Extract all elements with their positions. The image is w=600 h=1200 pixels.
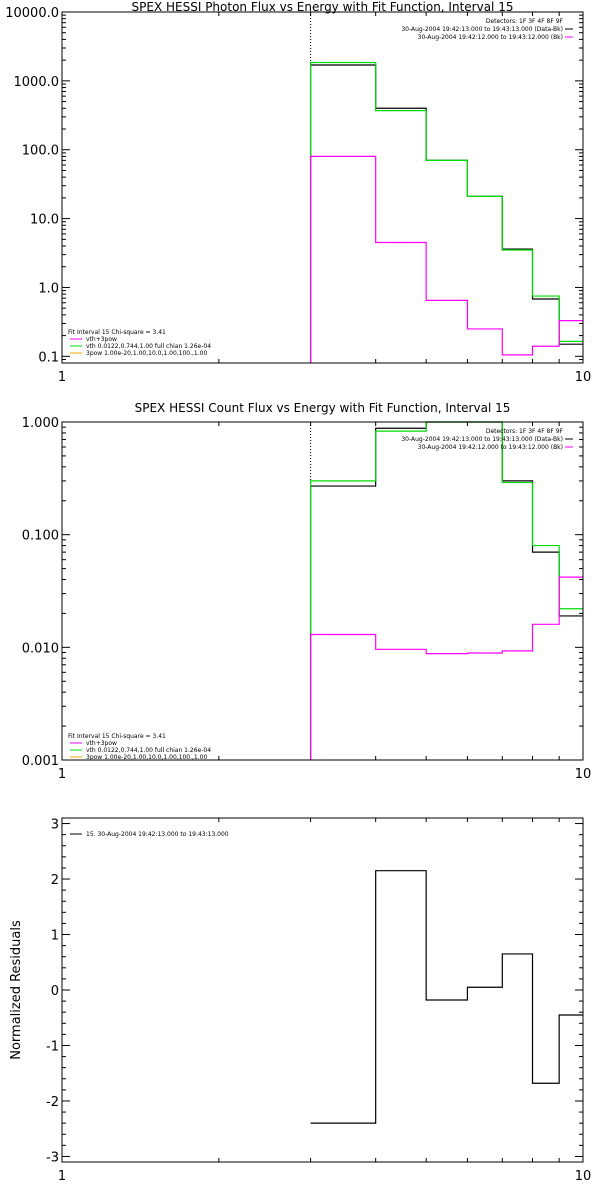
legend-text: vth+3pow bbox=[86, 740, 117, 747]
chart-panel-2: SPEX HESSI Count Flux vs Energy with Fit… bbox=[22, 401, 591, 782]
series-line-1 bbox=[309, 421, 583, 760]
y-tick-label: -3 bbox=[46, 1150, 59, 1165]
legend-text: vth 0.0122,0.744,1.00 full chian 1.26e-0… bbox=[86, 747, 211, 754]
series-line-1 bbox=[310, 870, 583, 1124]
plot-frame bbox=[61, 421, 584, 761]
plot-frame bbox=[61, 817, 584, 1163]
y-tick-label: -2 bbox=[46, 1095, 59, 1110]
x-tick-label: 10 bbox=[575, 1169, 592, 1184]
chart-panel-1: SPEX HESSI Photon Flux vs Energy with Fi… bbox=[5, 0, 591, 385]
legend-text: vth+3pow bbox=[86, 336, 117, 343]
y-tick-label: 10000.0 bbox=[5, 6, 59, 21]
legend-text: Fit Interval 15 Chi-square = 3.41 bbox=[68, 329, 166, 336]
header-text: 30-Aug-2004 19:42:12.000 to 19:43:12.000… bbox=[418, 444, 563, 451]
x-tick-label: 1 bbox=[58, 1169, 66, 1184]
legend-text: 3pow 1.00e-20,1.00,10.0,1.00,100.,1.00 bbox=[86, 350, 207, 357]
y-tick-label: 1.000 bbox=[22, 416, 59, 431]
y-axis-label: Normalized Residuals bbox=[9, 920, 24, 1060]
x-tick-label: 1 bbox=[58, 767, 66, 782]
series-line-1 bbox=[309, 64, 583, 363]
y-tick-label: -1 bbox=[46, 1039, 59, 1054]
series-line-3 bbox=[309, 155, 583, 363]
y-tick-label: 0.010 bbox=[22, 641, 59, 656]
plot-frame bbox=[61, 11, 584, 364]
y-tick-label: 1000.0 bbox=[14, 75, 60, 90]
y-tick-label: 3 bbox=[51, 818, 59, 833]
y-tick-label: 0.100 bbox=[22, 529, 59, 544]
header-text: 30-Aug-2004 19:42:13.000 to 19:43:13.000… bbox=[401, 436, 563, 443]
series-line-3 bbox=[309, 576, 583, 760]
header-text: 30-Aug-2004 19:42:13.000 to 19:43:13.000… bbox=[401, 26, 563, 33]
chart-title: SPEX HESSI Photon Flux vs Energy with Fi… bbox=[132, 0, 514, 14]
y-tick-label: 0 bbox=[51, 984, 59, 999]
x-tick-label: 10 bbox=[575, 370, 592, 385]
header-text: 30-Aug-2004 19:42:12.000 to 19:43:12.000… bbox=[418, 34, 563, 41]
legend-text: vth 0.0122,0.744,1.00 full chian 1.26e-0… bbox=[86, 343, 211, 350]
x-tick-label: 1 bbox=[58, 370, 66, 385]
header-text: Detectors: 1F 3F 4F 8F 9F bbox=[486, 428, 564, 435]
x-tick-label: 10 bbox=[575, 767, 592, 782]
y-tick-label: 1.0 bbox=[38, 281, 59, 296]
y-tick-label: 100.0 bbox=[22, 144, 59, 159]
y-tick-label: 0.1 bbox=[38, 350, 59, 365]
series-line-2 bbox=[309, 61, 583, 363]
legend-text: 15. 30-Aug-2004 19:42:13.000 to 19:43:13… bbox=[86, 831, 229, 838]
series-line-2 bbox=[309, 421, 583, 760]
legend-text: Fit Interval 15 Chi-square = 3.41 bbox=[68, 733, 166, 740]
y-tick-label: 1 bbox=[51, 929, 59, 944]
y-tick-label: 2 bbox=[51, 873, 59, 888]
chart-title: SPEX HESSI Count Flux vs Energy with Fit… bbox=[135, 401, 511, 415]
y-tick-label: 10.0 bbox=[30, 213, 59, 228]
y-tick-label: 0.001 bbox=[22, 754, 59, 769]
chart-panel-3: Normalized Residuals -3 -2 -1 0 1 2 3 1 10 15. 30-… bbox=[9, 817, 592, 1184]
header-text: Detectors: 1F 3F 4F 8F 9F bbox=[486, 18, 564, 25]
legend-text: 3pow 1.00e-20,1.00,10.0,1.00,100.,1.00 bbox=[86, 754, 207, 761]
